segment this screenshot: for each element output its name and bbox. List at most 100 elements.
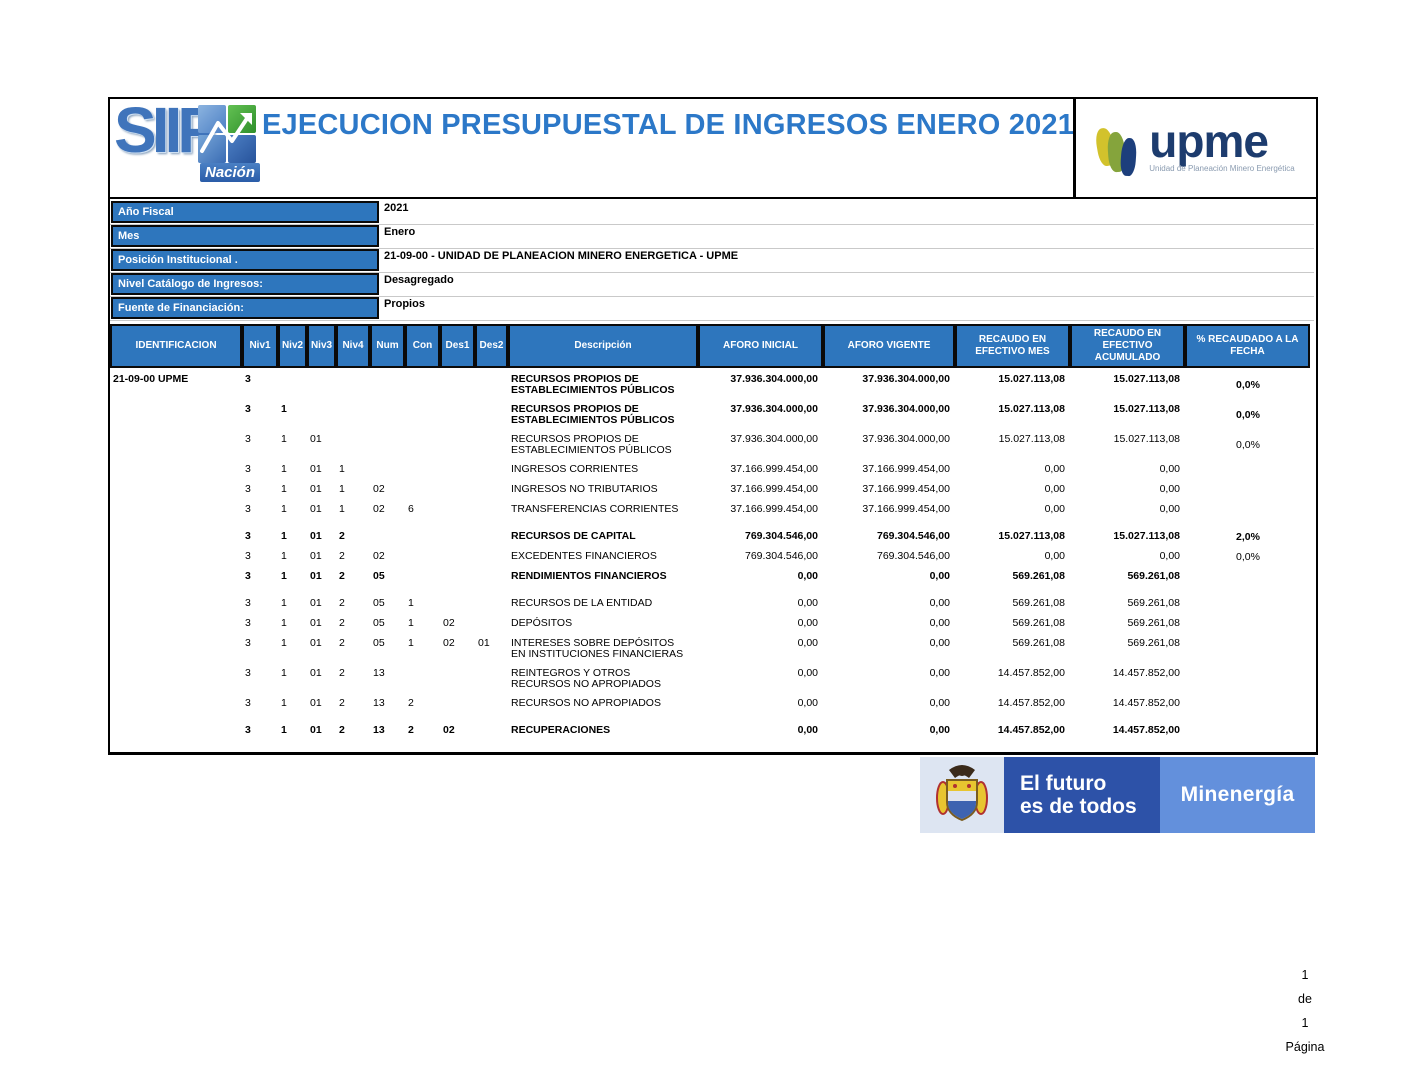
cell-recaudo_mes: 0,00 bbox=[1044, 503, 1065, 515]
cell-id bbox=[110, 723, 242, 737]
cell-num bbox=[370, 432, 405, 456]
cell-num: 05 bbox=[373, 637, 385, 649]
cell-recaudo_acumulado: 569.261,08 bbox=[1127, 570, 1180, 582]
cell-aforo_inicial: 769.304.546,00 bbox=[745, 550, 818, 562]
cell-pct bbox=[1185, 702, 1310, 704]
cell-desc: EXCEDENTES FINANCIEROS bbox=[511, 550, 657, 562]
table-row: 3 1 01 2 13 REINTEGROS Y OTROS RECURSOS NO AP… bbox=[110, 666, 1314, 690]
cell-aforo_inicial: 0,00 bbox=[797, 637, 818, 649]
column-header: Descripción bbox=[508, 324, 698, 368]
cell-con bbox=[405, 549, 440, 563]
cell-recaudo_mes: 15.027.113,08 bbox=[998, 403, 1065, 415]
cell-aforo_inicial: 0,00 bbox=[797, 667, 818, 679]
cell-num: 13 bbox=[373, 724, 385, 736]
siif-logo-subtext: Nación bbox=[200, 163, 261, 182]
cell-niv4: 2 bbox=[339, 724, 345, 736]
cell-recaudo_acumulado: 0,00 bbox=[1159, 503, 1180, 515]
cell-des1 bbox=[440, 402, 475, 426]
cell-niv3: 01 bbox=[310, 433, 322, 445]
cell-pct bbox=[1185, 468, 1310, 470]
table-row: 3 1 01 2 05 1 RECURSOS DE LA ENTIDAD 0,00 0,00 56… bbox=[110, 596, 1314, 610]
table-row: 3 1 01 2 13 2 02 RECUPERACIONES 0,00 0,00 14.457.8… bbox=[110, 723, 1314, 737]
cell-des2 bbox=[475, 666, 508, 690]
cell-recaudo_mes: 569.261,08 bbox=[1012, 637, 1065, 649]
cell-niv4: 2 bbox=[339, 570, 345, 582]
cell-niv1: 3 bbox=[245, 463, 251, 475]
cell-des2 bbox=[475, 596, 508, 610]
field-label-nivel-catalogo: Nivel Catálogo de Ingresos: bbox=[111, 273, 379, 295]
cell-niv4 bbox=[336, 372, 370, 396]
cell-des2 bbox=[475, 372, 508, 396]
cell-recaudo_mes: 569.261,08 bbox=[1012, 570, 1065, 582]
cell-id bbox=[110, 432, 242, 456]
cell-des1: 02 bbox=[443, 617, 455, 629]
cell-recaudo_acumulado: 0,00 bbox=[1159, 483, 1180, 495]
cell-aforo_vigente: 37.166.999.454,00 bbox=[862, 463, 950, 475]
cell-aforo_inicial: 0,00 bbox=[797, 570, 818, 582]
cell-recaudo_mes: 14.457.852,00 bbox=[997, 724, 1065, 736]
cell-recaudo_acumulado: 14.457.852,00 bbox=[1112, 697, 1180, 709]
cell-recaudo_acumulado: 15.027.113,08 bbox=[1113, 433, 1180, 445]
cell-desc: RECURSOS PROPIOS DE ESTABLECIMIENTOS PÚB… bbox=[511, 403, 675, 426]
cell-aforo_vigente: 37.936.304.000,00 bbox=[862, 433, 950, 445]
cell-niv4: 1 bbox=[339, 503, 345, 515]
cell-con bbox=[405, 569, 440, 583]
cell-niv4: 2 bbox=[339, 667, 345, 679]
upme-logo-subtext: Unidad de Planeación Minero Energética bbox=[1149, 164, 1295, 174]
siif-chart-icon bbox=[198, 105, 256, 163]
cell-desc: INTERESES SOBRE DEPÓSITOS EN INSTITUCION… bbox=[511, 637, 684, 660]
cell-niv2: 1 bbox=[281, 637, 287, 649]
cell-con: 1 bbox=[408, 597, 414, 609]
cell-pct bbox=[1185, 488, 1310, 490]
cell-pct bbox=[1185, 647, 1310, 649]
cell-pct bbox=[1185, 602, 1310, 604]
cell-niv3: 01 bbox=[310, 570, 322, 582]
siif-nacion-logo: SIIF Nación bbox=[114, 94, 262, 195]
cell-recaudo_acumulado: 15.027.113,08 bbox=[1113, 403, 1180, 415]
cell-pct: 0,0% bbox=[1236, 378, 1260, 391]
cell-con: 2 bbox=[408, 697, 414, 709]
cell-id bbox=[110, 502, 242, 516]
cell-des1 bbox=[440, 549, 475, 563]
cell-des2 bbox=[475, 432, 508, 456]
cell-id bbox=[110, 666, 242, 690]
cell-recaudo_mes: 15.027.113,08 bbox=[998, 373, 1065, 385]
upme-logo: upme Unidad de Planeación Minero Energét… bbox=[1073, 99, 1316, 197]
cell-niv2 bbox=[278, 372, 307, 396]
cell-id bbox=[110, 636, 242, 660]
column-header: IDENTIFICACION bbox=[110, 324, 242, 368]
field-value-ano-fiscal: 2021 bbox=[384, 202, 409, 214]
column-header: % RECAUDADO A LA FECHA bbox=[1185, 324, 1310, 368]
cell-niv2: 1 bbox=[281, 503, 287, 515]
cell-recaudo_acumulado: 569.261,08 bbox=[1127, 637, 1180, 649]
cell-desc: RECURSOS DE LA ENTIDAD bbox=[511, 597, 653, 609]
cell-niv4: 2 bbox=[339, 617, 345, 629]
cell-niv2: 1 bbox=[281, 483, 287, 495]
siif-logo-text: SIIF bbox=[114, 94, 216, 166]
cell-des1: 02 bbox=[443, 637, 455, 649]
field-value-posicion-institucional: 21-09-00 - UNIDAD DE PLANEACION MINERO E… bbox=[384, 250, 739, 262]
cell-con bbox=[405, 462, 440, 476]
cell-des1 bbox=[440, 596, 475, 610]
cell-recaudo_mes: 15.027.113,08 bbox=[998, 433, 1065, 445]
cell-des1 bbox=[440, 462, 475, 476]
column-header: Niv1 bbox=[242, 324, 278, 368]
cell-niv1: 3 bbox=[245, 483, 251, 495]
cell-niv3: 01 bbox=[310, 550, 322, 562]
minenergia-logo: Minenergía bbox=[1160, 757, 1315, 833]
slogan-line2: es de todos bbox=[1020, 795, 1137, 818]
cell-num: 13 bbox=[373, 667, 385, 679]
cell-pct bbox=[1185, 508, 1310, 510]
page-number: 1 bbox=[1301, 968, 1309, 982]
cell-aforo_vigente: 37.936.304.000,00 bbox=[862, 373, 950, 385]
cell-des2 bbox=[475, 402, 508, 426]
cell-aforo_vigente: 37.166.999.454,00 bbox=[862, 483, 950, 495]
upme-logo-text: upme bbox=[1149, 114, 1269, 167]
cell-desc: RECURSOS NO APROPIADOS bbox=[511, 697, 661, 709]
cell-aforo_vigente: 0,00 bbox=[929, 697, 950, 709]
cell-des2 bbox=[475, 723, 508, 737]
el-futuro-slogan: El futuro es de todos bbox=[1004, 757, 1160, 833]
page-of-label: de bbox=[1298, 992, 1312, 1006]
cell-aforo_vigente: 0,00 bbox=[929, 667, 950, 679]
